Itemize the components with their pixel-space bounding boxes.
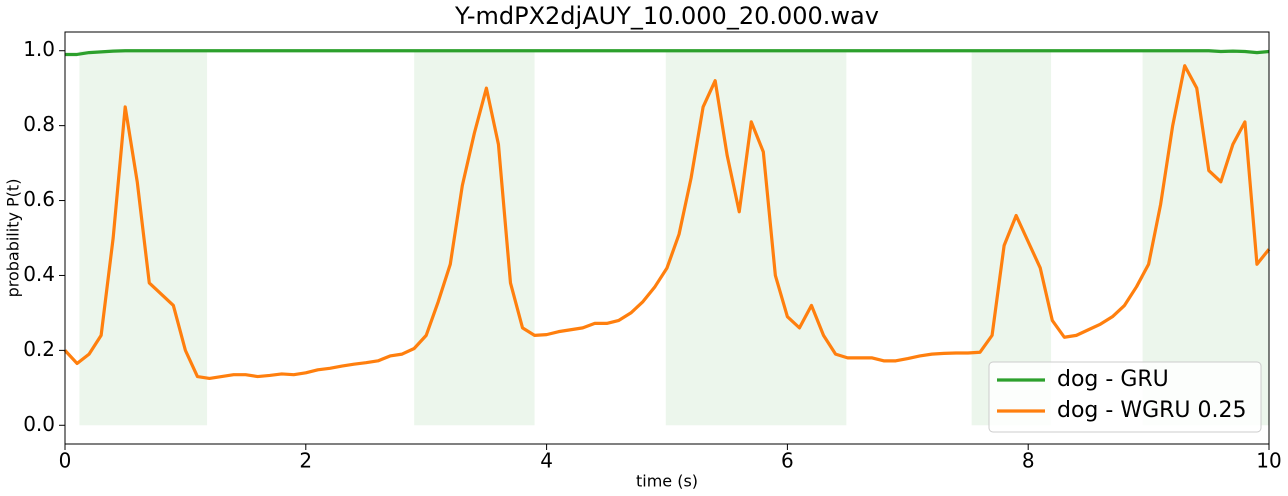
series-line — [63, 64, 1271, 381]
x-tick-label: 8 — [1022, 449, 1035, 473]
shaded-region — [665, 50, 847, 426]
x-axis-label: time (s) — [636, 472, 698, 491]
plot-frame — [64, 31, 1270, 445]
legend-box — [988, 361, 1262, 433]
y-tick-label: 0.0 — [23, 412, 55, 436]
x-tick-label: 10 — [1256, 449, 1281, 473]
series-line — [65, 49, 1270, 57]
legend-label: dog - GRU — [1057, 367, 1169, 392]
y-tick-label: 0.8 — [23, 112, 55, 136]
x-tick-label: 4 — [540, 449, 553, 473]
shaded-region — [414, 50, 535, 426]
y-tick-label: 1.0 — [23, 37, 55, 61]
y-axis-label: probability P(t) — [4, 179, 23, 298]
y-tick-label: 0.6 — [23, 187, 55, 211]
y-tick-label: 0.2 — [23, 337, 55, 361]
chart-title: Y-mdPX2djAUY_10.000_20.000.wav — [454, 2, 879, 30]
legend-label: dog - WGRU 0.25 — [1057, 398, 1246, 423]
x-tick-label: 0 — [59, 449, 72, 473]
y-tick-label: 0.4 — [23, 262, 55, 286]
x-tick-label: 6 — [781, 449, 794, 473]
x-tick-label: 2 — [299, 449, 312, 473]
